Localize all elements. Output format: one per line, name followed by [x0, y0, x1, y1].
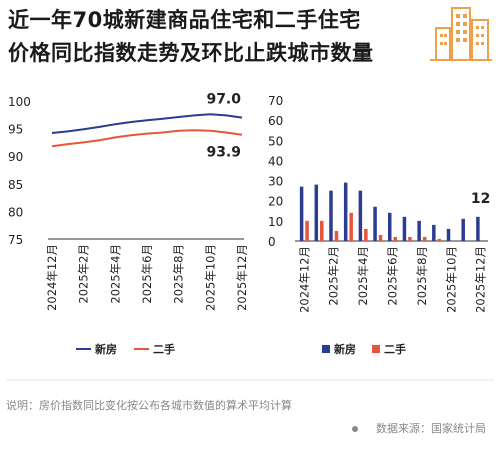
city-buildings-icon [430, 7, 492, 61]
x-tick-label: 2025年2月 [327, 246, 341, 306]
data-label: 93.9 [206, 145, 241, 161]
bar-second [437, 238, 442, 241]
legend-label-second: 二手 [384, 342, 406, 356]
source-line: 数据来源：国家统计局 [352, 420, 486, 436]
bar-second [408, 236, 412, 241]
y-tick-label: 50 [268, 134, 283, 148]
x-tick-label: 2025年6月 [386, 246, 400, 306]
y-tick-label: 100 [8, 95, 31, 109]
y-tick-label: 20 [268, 195, 283, 209]
data-label: 97.0 [206, 92, 241, 108]
y-tick-label: 70 [268, 94, 283, 108]
bar-second [378, 234, 383, 241]
x-tick-label: 2025年6月 [140, 244, 154, 304]
bar-new [329, 190, 333, 241]
bar-new [402, 216, 407, 241]
bar-new [476, 216, 480, 241]
y-tick-label: 75 [8, 233, 23, 247]
y-tick-label: 80 [8, 205, 23, 219]
x-tick-label: 2025年10月 [203, 244, 217, 311]
series-line-new [51, 113, 243, 134]
y-tick-label: 10 [268, 215, 283, 229]
y-tick-label: 90 [8, 150, 23, 164]
note-text: 说明：房价指数同比变化按公布各城市数值的算术平均计算 [6, 399, 292, 412]
x-tick-label: 2025年8月 [415, 246, 429, 306]
legend-swatch-new [322, 345, 330, 353]
bar-new [373, 206, 377, 241]
title-line-2: 价格同比指数走势及环比止跌城市数量 [8, 41, 374, 65]
bar-second [422, 236, 427, 241]
legend-label-second: 二手 [153, 342, 175, 356]
legend-swatch-second [372, 345, 380, 353]
title-line-1: 近一年70城新建商品住宅和二手住宅 [8, 8, 361, 32]
legend-label-new: 新房 [95, 342, 117, 356]
bar-new [461, 218, 465, 241]
y-tick-label: 30 [268, 175, 283, 189]
bar-new [417, 220, 421, 241]
bar-second [364, 228, 368, 241]
y-tick-label: 60 [268, 114, 283, 128]
bar-new [446, 228, 451, 241]
y-tick-label: 0 [268, 235, 276, 249]
y-tick-label: 40 [268, 154, 283, 168]
bar-second [393, 236, 397, 241]
bar-new [314, 184, 319, 241]
x-tick-label: 2025年8月 [172, 244, 186, 304]
x-tick-label: 2025年4月 [356, 246, 370, 306]
x-tick-label: 2024年12月 [45, 244, 59, 311]
y-tick-label: 95 [8, 123, 23, 137]
bar-new [388, 212, 392, 241]
series-line-second [51, 129, 243, 148]
bullet-icon [352, 426, 358, 432]
x-tick-label: 2025年12月 [474, 246, 488, 313]
bar-second [320, 220, 324, 241]
x-tick-label: 2025年12月 [235, 244, 249, 311]
bar-new [358, 190, 363, 241]
legend-label-new: 新房 [334, 342, 356, 356]
bar-new [343, 182, 348, 241]
x-tick-label: 2025年10月 [444, 246, 458, 313]
y-tick-label: 85 [8, 178, 23, 192]
bar-second [334, 230, 339, 241]
x-tick-label: 2024年12月 [297, 246, 311, 313]
x-tick-label: 2025年4月 [108, 244, 122, 304]
bar-new [432, 224, 436, 241]
source-text: 数据来源：国家统计局 [376, 422, 486, 435]
chart-title: 近一年70城新建商品住宅和二手住宅 价格同比指数走势及环比止跌城市数量 [8, 4, 374, 70]
bar-second [305, 220, 309, 241]
x-tick-label: 2025年2月 [77, 244, 91, 304]
bar-second [349, 212, 353, 241]
data-label: 12 [471, 191, 490, 207]
bar-new [299, 186, 304, 241]
